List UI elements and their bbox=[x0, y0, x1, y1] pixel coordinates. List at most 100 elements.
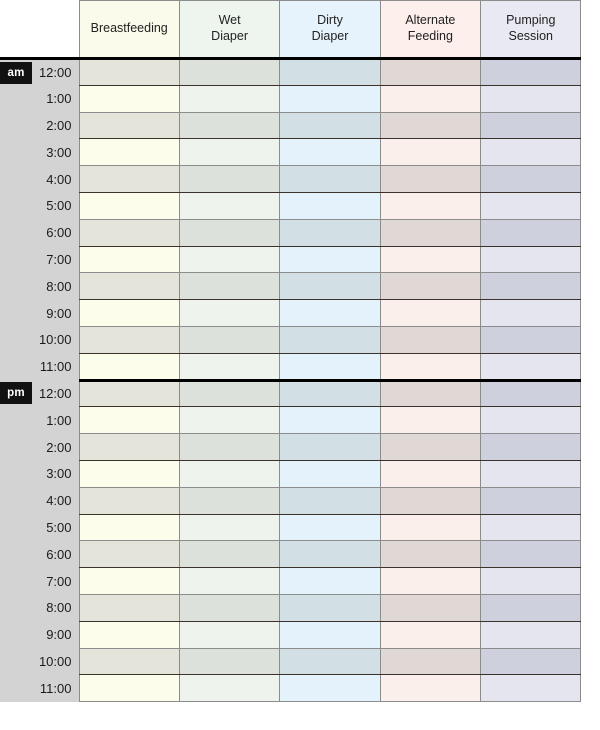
log-cell-wetdiaper[interactable] bbox=[178, 433, 281, 461]
log-cell-wetdiaper[interactable] bbox=[178, 84, 281, 113]
log-cell-wetdiaper[interactable] bbox=[178, 486, 281, 515]
column-header-breastfeeding[interactable]: Breastfeeding bbox=[78, 0, 180, 60]
log-cell-breastfeeding[interactable] bbox=[78, 593, 180, 622]
log-cell-breastfeeding[interactable] bbox=[78, 567, 180, 595]
log-cell-alternatefeed[interactable] bbox=[379, 406, 482, 435]
log-cell-dirtydiaper[interactable] bbox=[279, 138, 381, 167]
log-cell-wetdiaper[interactable] bbox=[178, 111, 281, 140]
log-cell-pumping[interactable] bbox=[480, 191, 582, 220]
log-cell-alternatefeed[interactable] bbox=[379, 84, 482, 113]
log-cell-pumping[interactable] bbox=[480, 459, 582, 488]
log-cell-breastfeeding[interactable] bbox=[78, 325, 180, 354]
log-cell-pumping[interactable] bbox=[480, 299, 582, 327]
log-cell-wetdiaper[interactable] bbox=[178, 459, 281, 488]
log-cell-alternatefeed[interactable] bbox=[379, 218, 482, 247]
log-cell-breastfeeding[interactable] bbox=[78, 540, 180, 569]
log-cell-wetdiaper[interactable] bbox=[178, 620, 281, 649]
log-cell-alternatefeed[interactable] bbox=[379, 433, 482, 461]
log-cell-wetdiaper[interactable] bbox=[178, 165, 281, 193]
log-cell-dirtydiaper[interactable] bbox=[279, 567, 381, 595]
log-cell-breastfeeding[interactable] bbox=[78, 272, 180, 301]
log-cell-breastfeeding[interactable] bbox=[78, 620, 180, 649]
log-cell-wetdiaper[interactable] bbox=[178, 674, 281, 703]
log-cell-pumping[interactable] bbox=[480, 111, 582, 140]
log-cell-breastfeeding[interactable] bbox=[78, 165, 180, 193]
log-cell-pumping[interactable] bbox=[480, 620, 582, 649]
log-cell-dirtydiaper[interactable] bbox=[279, 674, 381, 703]
log-cell-pumping[interactable] bbox=[480, 593, 582, 622]
log-cell-alternatefeed[interactable] bbox=[379, 620, 482, 649]
log-cell-alternatefeed[interactable] bbox=[379, 325, 482, 354]
log-cell-alternatefeed[interactable] bbox=[379, 245, 482, 274]
log-cell-breastfeeding[interactable] bbox=[78, 299, 180, 327]
log-cell-breastfeeding[interactable] bbox=[78, 433, 180, 461]
log-cell-dirtydiaper[interactable] bbox=[279, 111, 381, 140]
log-cell-dirtydiaper[interactable] bbox=[279, 647, 381, 676]
log-cell-alternatefeed[interactable] bbox=[379, 647, 482, 676]
log-cell-dirtydiaper[interactable] bbox=[279, 245, 381, 274]
log-cell-wetdiaper[interactable] bbox=[178, 378, 281, 408]
log-cell-breastfeeding[interactable] bbox=[78, 352, 180, 381]
log-cell-pumping[interactable] bbox=[480, 540, 582, 569]
log-cell-dirtydiaper[interactable] bbox=[279, 433, 381, 461]
column-header-dirty-diaper[interactable]: Dirty Diaper bbox=[279, 0, 381, 60]
log-cell-wetdiaper[interactable] bbox=[178, 138, 281, 167]
log-cell-pumping[interactable] bbox=[480, 406, 582, 435]
log-cell-pumping[interactable] bbox=[480, 165, 582, 193]
log-cell-pumping[interactable] bbox=[480, 647, 582, 676]
log-cell-breastfeeding[interactable] bbox=[78, 406, 180, 435]
log-cell-dirtydiaper[interactable] bbox=[279, 191, 381, 220]
log-cell-pumping[interactable] bbox=[480, 513, 582, 542]
log-cell-breastfeeding[interactable] bbox=[78, 674, 180, 703]
log-cell-alternatefeed[interactable] bbox=[379, 513, 482, 542]
log-cell-alternatefeed[interactable] bbox=[379, 378, 482, 408]
log-cell-wetdiaper[interactable] bbox=[178, 647, 281, 676]
log-cell-breastfeeding[interactable] bbox=[78, 245, 180, 274]
log-cell-pumping[interactable] bbox=[480, 567, 582, 595]
log-cell-breastfeeding[interactable] bbox=[78, 138, 180, 167]
log-cell-breastfeeding[interactable] bbox=[78, 486, 180, 515]
log-cell-breastfeeding[interactable] bbox=[78, 191, 180, 220]
log-cell-wetdiaper[interactable] bbox=[178, 58, 281, 86]
log-cell-wetdiaper[interactable] bbox=[178, 191, 281, 220]
log-cell-wetdiaper[interactable] bbox=[178, 540, 281, 569]
column-header-alternate-feeding[interactable]: Alternate Feeding bbox=[379, 0, 482, 60]
log-cell-wetdiaper[interactable] bbox=[178, 218, 281, 247]
log-cell-wetdiaper[interactable] bbox=[178, 325, 281, 354]
log-cell-breastfeeding[interactable] bbox=[78, 218, 180, 247]
log-cell-alternatefeed[interactable] bbox=[379, 352, 482, 381]
log-cell-pumping[interactable] bbox=[480, 486, 582, 515]
log-cell-dirtydiaper[interactable] bbox=[279, 272, 381, 301]
log-cell-dirtydiaper[interactable] bbox=[279, 486, 381, 515]
log-cell-alternatefeed[interactable] bbox=[379, 567, 482, 595]
log-cell-pumping[interactable] bbox=[480, 433, 582, 461]
log-cell-dirtydiaper[interactable] bbox=[279, 352, 381, 381]
log-cell-alternatefeed[interactable] bbox=[379, 540, 482, 569]
log-cell-pumping[interactable] bbox=[480, 138, 582, 167]
log-cell-alternatefeed[interactable] bbox=[379, 674, 482, 703]
log-cell-alternatefeed[interactable] bbox=[379, 58, 482, 86]
log-cell-alternatefeed[interactable] bbox=[379, 191, 482, 220]
log-cell-wetdiaper[interactable] bbox=[178, 299, 281, 327]
log-cell-wetdiaper[interactable] bbox=[178, 272, 281, 301]
log-cell-dirtydiaper[interactable] bbox=[279, 406, 381, 435]
log-cell-breastfeeding[interactable] bbox=[78, 58, 180, 86]
log-cell-pumping[interactable] bbox=[480, 84, 582, 113]
log-cell-dirtydiaper[interactable] bbox=[279, 513, 381, 542]
log-cell-pumping[interactable] bbox=[480, 352, 582, 381]
log-cell-wetdiaper[interactable] bbox=[178, 245, 281, 274]
log-cell-dirtydiaper[interactable] bbox=[279, 325, 381, 354]
log-cell-dirtydiaper[interactable] bbox=[279, 378, 381, 408]
log-cell-dirtydiaper[interactable] bbox=[279, 620, 381, 649]
log-cell-dirtydiaper[interactable] bbox=[279, 165, 381, 193]
log-cell-alternatefeed[interactable] bbox=[379, 593, 482, 622]
log-cell-alternatefeed[interactable] bbox=[379, 111, 482, 140]
log-cell-pumping[interactable] bbox=[480, 325, 582, 354]
log-cell-alternatefeed[interactable] bbox=[379, 272, 482, 301]
log-cell-breastfeeding[interactable] bbox=[78, 111, 180, 140]
log-cell-dirtydiaper[interactable] bbox=[279, 540, 381, 569]
column-header-wet-diaper[interactable]: Wet Diaper bbox=[178, 0, 281, 60]
log-cell-pumping[interactable] bbox=[480, 245, 582, 274]
log-cell-dirtydiaper[interactable] bbox=[279, 58, 381, 86]
log-cell-dirtydiaper[interactable] bbox=[279, 218, 381, 247]
